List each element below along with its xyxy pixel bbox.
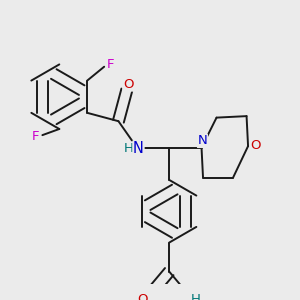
Text: O: O [138,293,148,300]
Text: F: F [107,58,115,71]
Text: H: H [123,142,133,155]
Text: O: O [250,139,261,152]
Text: H: H [190,293,200,300]
Text: F: F [32,130,39,143]
Text: N: N [133,141,144,156]
Text: N: N [198,134,207,147]
Text: O: O [123,78,134,91]
